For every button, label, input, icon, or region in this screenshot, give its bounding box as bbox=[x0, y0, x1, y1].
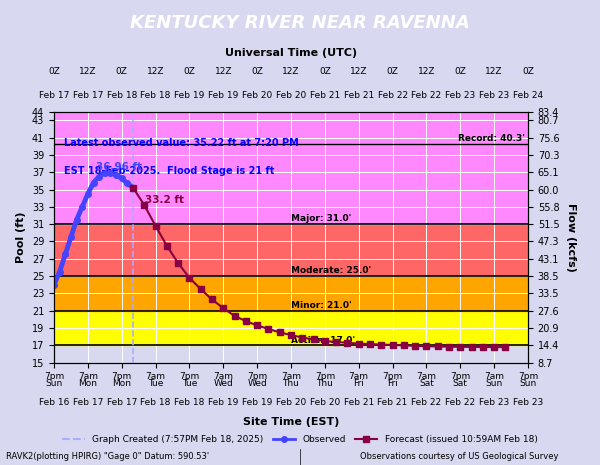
Text: Feb 19: Feb 19 bbox=[242, 398, 272, 407]
Text: 0Z: 0Z bbox=[522, 67, 534, 76]
Bar bbox=[54, 112, 528, 224]
Text: Fri: Fri bbox=[387, 379, 398, 388]
Text: 0Z: 0Z bbox=[251, 67, 263, 76]
Text: Observations courtesy of US Geological Survey: Observations courtesy of US Geological S… bbox=[360, 452, 559, 461]
Bar bbox=[54, 311, 528, 345]
Text: 12Z: 12Z bbox=[215, 67, 232, 76]
Text: 12Z: 12Z bbox=[350, 67, 367, 76]
Text: Sun: Sun bbox=[485, 379, 503, 388]
Text: Feb 23: Feb 23 bbox=[479, 398, 509, 407]
Text: Record: 40.3': Record: 40.3' bbox=[458, 134, 525, 143]
Text: Feb 21: Feb 21 bbox=[377, 398, 407, 407]
Text: 0Z: 0Z bbox=[319, 67, 331, 76]
Text: 33.2 ft: 33.2 ft bbox=[145, 194, 184, 205]
Text: 36.96 ft: 36.96 ft bbox=[97, 162, 142, 172]
Text: Tue: Tue bbox=[182, 379, 197, 388]
Text: 0Z: 0Z bbox=[386, 67, 398, 76]
Text: Feb 22: Feb 22 bbox=[445, 398, 475, 407]
Text: Feb 17: Feb 17 bbox=[39, 91, 69, 100]
Text: Universal Time (UTC): Universal Time (UTC) bbox=[225, 48, 357, 58]
Text: Feb 16: Feb 16 bbox=[39, 398, 69, 407]
Text: 12Z: 12Z bbox=[282, 67, 300, 76]
Text: Feb 17: Feb 17 bbox=[73, 91, 103, 100]
Text: 12Z: 12Z bbox=[147, 67, 164, 76]
Text: Feb 18: Feb 18 bbox=[140, 91, 171, 100]
Text: Feb 23: Feb 23 bbox=[445, 91, 475, 100]
Text: Wed: Wed bbox=[214, 379, 233, 388]
Text: 12Z: 12Z bbox=[418, 67, 435, 76]
Text: Feb 23: Feb 23 bbox=[479, 91, 509, 100]
Text: Feb 22: Feb 22 bbox=[377, 91, 407, 100]
Text: Feb 20: Feb 20 bbox=[276, 91, 306, 100]
Text: Feb 22: Feb 22 bbox=[412, 398, 442, 407]
Text: Site Time (EST): Site Time (EST) bbox=[243, 417, 339, 427]
Text: Feb 19: Feb 19 bbox=[174, 91, 205, 100]
Y-axis label: Flow (kcfs): Flow (kcfs) bbox=[566, 203, 576, 272]
Text: Feb 22: Feb 22 bbox=[412, 91, 442, 100]
Text: RAVK2(plotting HPIRG) "Gage 0" Datum: 590.53': RAVK2(plotting HPIRG) "Gage 0" Datum: 59… bbox=[6, 452, 209, 461]
Text: Wed: Wed bbox=[247, 379, 267, 388]
Text: 0Z: 0Z bbox=[48, 67, 60, 76]
Y-axis label: Pool (ft): Pool (ft) bbox=[16, 212, 26, 263]
Text: Feb 17: Feb 17 bbox=[73, 398, 103, 407]
Text: Feb 19: Feb 19 bbox=[208, 398, 238, 407]
Text: Feb 19: Feb 19 bbox=[208, 91, 238, 100]
Text: 12Z: 12Z bbox=[485, 67, 503, 76]
Text: Feb 18: Feb 18 bbox=[107, 91, 137, 100]
Text: Major: 31.0': Major: 31.0' bbox=[291, 214, 352, 223]
Text: 12Z: 12Z bbox=[79, 67, 97, 76]
Text: Mon: Mon bbox=[112, 379, 131, 388]
Text: Sun: Sun bbox=[46, 379, 62, 388]
Text: Feb 24: Feb 24 bbox=[513, 91, 543, 100]
Bar bbox=[54, 224, 528, 276]
Text: Minor: 21.0': Minor: 21.0' bbox=[291, 301, 352, 310]
Text: Sat: Sat bbox=[419, 379, 434, 388]
Text: 0Z: 0Z bbox=[454, 67, 466, 76]
Text: Feb 21: Feb 21 bbox=[344, 398, 374, 407]
Text: 0Z: 0Z bbox=[116, 67, 128, 76]
Text: Feb 17: Feb 17 bbox=[107, 398, 137, 407]
Text: Sat: Sat bbox=[453, 379, 468, 388]
Text: Feb 18: Feb 18 bbox=[174, 398, 205, 407]
Text: Thu: Thu bbox=[316, 379, 333, 388]
Text: Sun: Sun bbox=[520, 379, 536, 388]
Text: Feb 20: Feb 20 bbox=[242, 91, 272, 100]
Bar bbox=[54, 345, 528, 363]
Text: Feb 20: Feb 20 bbox=[276, 398, 306, 407]
Text: KENTUCKY RIVER NEAR RAVENNA: KENTUCKY RIVER NEAR RAVENNA bbox=[130, 14, 470, 32]
Text: Action: 17.0': Action: 17.0' bbox=[291, 336, 355, 345]
Text: Feb 23: Feb 23 bbox=[513, 398, 543, 407]
Text: Fri: Fri bbox=[353, 379, 364, 388]
Text: Feb 21: Feb 21 bbox=[344, 91, 374, 100]
Bar bbox=[54, 276, 528, 311]
Legend: Graph Created (7:57PM Feb 18, 2025), Observed, Forecast (issued 10:59AM Feb 18): Graph Created (7:57PM Feb 18, 2025), Obs… bbox=[59, 432, 541, 447]
Text: Moderate: 25.0': Moderate: 25.0' bbox=[291, 266, 371, 275]
Text: Feb 18: Feb 18 bbox=[140, 398, 171, 407]
Text: Mon: Mon bbox=[79, 379, 97, 388]
Text: Thu: Thu bbox=[283, 379, 299, 388]
Text: Tue: Tue bbox=[148, 379, 163, 388]
Text: Feb 20: Feb 20 bbox=[310, 398, 340, 407]
Text: 0Z: 0Z bbox=[184, 67, 196, 76]
Text: Feb 21: Feb 21 bbox=[310, 91, 340, 100]
